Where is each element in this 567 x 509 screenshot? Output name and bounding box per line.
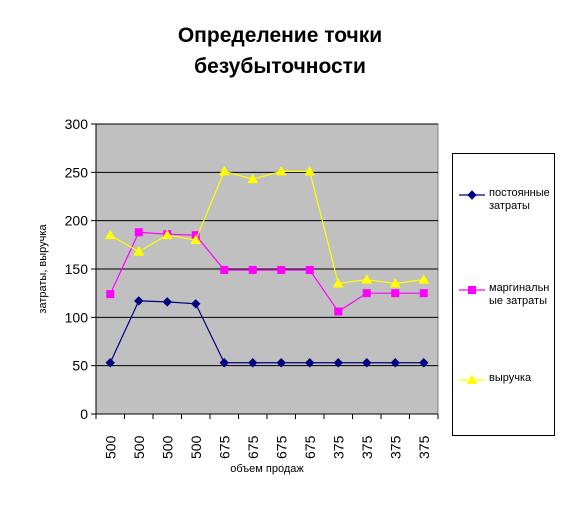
y-tick-label: 50 — [72, 358, 88, 374]
series-3 — [104, 165, 430, 288]
y-tick-label: 0 — [80, 406, 88, 422]
legend-label: выручка — [489, 372, 553, 385]
data-point — [133, 246, 145, 256]
data-point — [104, 229, 116, 240]
legend-marker — [467, 190, 477, 200]
series-1 — [105, 296, 429, 368]
data-point — [247, 173, 259, 184]
chart-title-line-2: безубыточности — [194, 55, 366, 78]
data-point — [161, 229, 173, 240]
data-point — [106, 290, 115, 299]
x-tick-label: 375 — [359, 435, 375, 459]
x-tick-label: 675 — [273, 435, 289, 459]
x-tick-label: 500 — [131, 435, 147, 459]
data-point — [220, 265, 229, 274]
data-point — [190, 234, 202, 244]
data-point — [304, 165, 316, 176]
legend-label-line: постоянные — [489, 187, 550, 199]
data-point — [362, 289, 371, 298]
legend-label: маргинальн ые затраты — [489, 282, 553, 308]
data-point — [305, 265, 314, 274]
x-tick-label: 375 — [416, 435, 432, 459]
data-point — [191, 299, 201, 309]
data-point — [305, 358, 315, 368]
data-point — [418, 274, 430, 284]
y-tick-label: 250 — [65, 164, 89, 180]
y-tick-label: 200 — [65, 213, 89, 229]
legend-marker — [466, 374, 478, 384]
y-axis-title: затраты, выручка — [37, 224, 49, 314]
legend: постоянные затраты маргинальн ые затраты выр… — [452, 153, 555, 436]
x-tick-label: 500 — [188, 435, 204, 459]
data-point — [134, 296, 144, 306]
data-point — [419, 289, 428, 298]
data-point — [390, 358, 400, 368]
legend-marker — [468, 286, 476, 294]
y-tick-label: 300 — [65, 116, 89, 132]
data-point — [419, 358, 429, 368]
data-point — [219, 358, 229, 368]
data-point — [162, 297, 172, 307]
data-point — [218, 165, 230, 176]
data-point — [105, 358, 115, 368]
data-point — [332, 277, 344, 288]
series-line — [109, 170, 424, 285]
data-point — [277, 265, 286, 274]
legend-label: постоянные затраты — [489, 187, 553, 213]
data-point — [275, 165, 287, 176]
data-point — [391, 289, 400, 298]
legend-item: выручка — [453, 372, 556, 412]
y-tick-label: 100 — [65, 309, 89, 325]
x-tick-label: 675 — [302, 435, 318, 459]
legend-label-line: ые затраты — [489, 295, 547, 307]
y-tick-label: 150 — [65, 261, 89, 277]
data-point — [334, 307, 343, 316]
legend-swatch — [459, 286, 485, 294]
x-axis-title: объем продаж — [230, 463, 304, 475]
data-point — [134, 228, 143, 237]
series-line — [109, 231, 424, 313]
legend-label-line: выручка — [489, 372, 532, 384]
data-point — [248, 358, 258, 368]
data-point — [389, 277, 401, 288]
x-tick-label: 375 — [387, 435, 403, 459]
legend-item: маргинальн ые затраты — [453, 282, 556, 322]
data-point — [361, 274, 373, 284]
data-point — [333, 358, 343, 368]
data-point — [276, 358, 286, 368]
series-line — [109, 300, 424, 364]
legend-label-line: затраты — [489, 200, 530, 212]
x-tick-label: 500 — [102, 435, 118, 459]
legend-swatch — [459, 190, 485, 200]
legend-swatch — [459, 374, 485, 384]
x-tick-label: 375 — [330, 435, 346, 459]
x-tick-label: 675 — [245, 435, 261, 459]
legend-item: постоянные затраты — [453, 187, 556, 227]
data-point — [248, 265, 257, 274]
chart-title-line-1: Определение точки — [177, 24, 383, 47]
data-point — [362, 358, 372, 368]
x-tick-label: 500 — [159, 435, 175, 459]
x-tick-label: 675 — [216, 435, 232, 459]
legend-label-line: маргинальн — [489, 282, 550, 294]
